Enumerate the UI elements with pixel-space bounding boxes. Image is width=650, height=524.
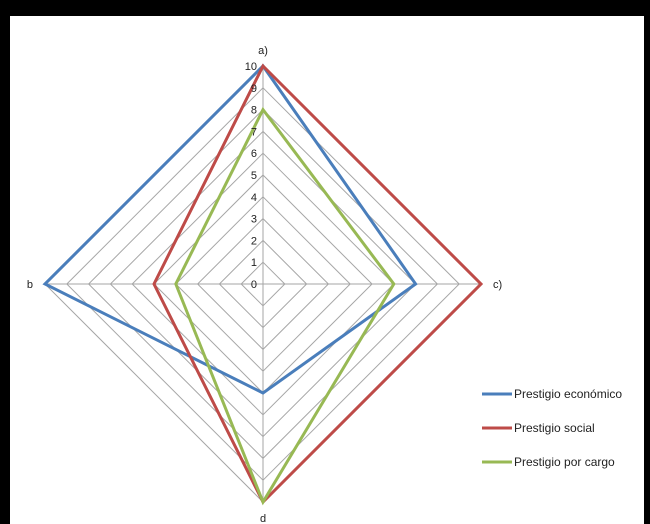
category-label-3: b (27, 279, 33, 291)
tick-label-8: 8 (251, 105, 257, 117)
tick-label-0: 0 (251, 279, 257, 291)
legend-label-0: Prestigio económico (514, 387, 622, 401)
tick-label-1: 1 (251, 257, 257, 269)
series-line-2 (174, 106, 396, 506)
category-label-2: d (260, 513, 266, 524)
tick-label-10: 10 (245, 61, 257, 73)
tick-label-3: 3 (251, 214, 257, 226)
legend-label-2: Prestigio por cargo (514, 455, 615, 469)
series-line-0 (42, 63, 418, 395)
category-label-0: a) (258, 45, 268, 57)
tick-label-9: 9 (251, 83, 257, 95)
legend: Prestigio económico Prestigio social Prest… (482, 387, 622, 469)
tick-label-4: 4 (251, 192, 257, 204)
tick-label-2: 2 (251, 235, 257, 247)
tick-labels: 0 1 2 3 4 5 6 7 8 9 10 (245, 61, 257, 291)
legend-label-1: Prestigio social (514, 421, 595, 435)
category-label-1: c) (493, 279, 502, 291)
tick-label-6: 6 (251, 148, 257, 160)
tick-label-5: 5 (251, 170, 257, 182)
radar-series (42, 63, 484, 506)
category-labels: a) c) d b (27, 45, 502, 524)
tick-label-7: 7 (251, 126, 257, 138)
